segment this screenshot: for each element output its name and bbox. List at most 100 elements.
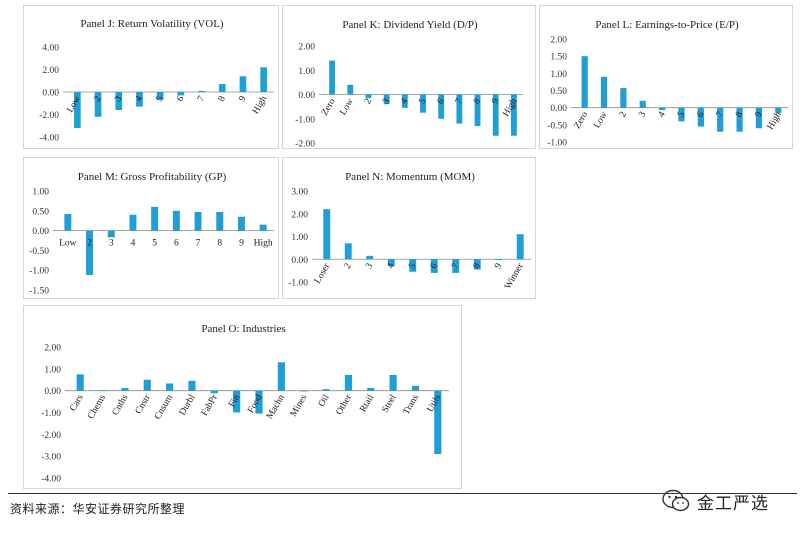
panel-o-bar (166, 383, 174, 391)
panel-k-bar (347, 84, 354, 95)
panel-n-title: Panel N: Momentum (MOM) (345, 171, 475, 183)
panel-l-category-label: 9 (754, 110, 765, 119)
panel-m-bar (129, 214, 137, 231)
chart-panel-n: Panel N: Momentum (MOM) 3.00 2.00 1.00 0.00 -… (288, 171, 531, 291)
panel-m-category-label: 2 (87, 239, 92, 249)
panel-o-bar (434, 390, 442, 454)
panel-o-category-label: Other (335, 392, 355, 416)
panel-o-category-label: Steel (381, 393, 399, 415)
panel-n-bar (366, 255, 374, 260)
panel-o-bar (344, 374, 352, 391)
panel-o-category-label: Chems (86, 393, 108, 421)
panel-k-bar (438, 94, 445, 119)
panel-o-category-label: Mines (289, 393, 310, 419)
panel-m-bar (107, 230, 115, 238)
panel-n-category-label: Loser (313, 261, 333, 285)
panel-m-ytick: 1.00 (32, 188, 49, 198)
panel-n-category-label: Winner (503, 261, 526, 291)
panel-n-bar (409, 259, 417, 272)
panel-o-category-label: Cnsum (153, 393, 175, 422)
panel-o-title: Panel O: Industries (201, 323, 285, 335)
panel-j-category-label: High (251, 94, 269, 116)
panel-k-category-label: Low (338, 97, 355, 117)
panel-o-ytick: 1.00 (44, 365, 61, 375)
panel-j-bar (177, 92, 185, 96)
panel-m-category-label: Low (59, 239, 77, 249)
panel-n-ytick: 2.00 (291, 210, 308, 220)
panel-o-bar (255, 390, 263, 414)
wechat-icon (662, 489, 690, 512)
panel-j-ytick: 2.00 (42, 66, 59, 76)
panel-j-category-label: 9 (238, 94, 249, 103)
panel-m-ytick: 0.50 (32, 207, 49, 217)
panel-m-category-label: 8 (217, 239, 222, 249)
panel-n-bar (495, 259, 503, 261)
panel-l: Panel L: Earnings-to-Price (E/P) 2.00 1.50… (539, 5, 793, 149)
panel-o-category-label: Cnstr (134, 392, 153, 416)
panel-l-bar (639, 100, 646, 108)
panel-m-ytick: -0.50 (29, 247, 49, 257)
panel-k-category-label: 9 (490, 97, 501, 106)
panel-k-category-label: 3 (381, 97, 392, 106)
panel-k: Panel K: Dividend Yield (D/P) 2.00 1.00 0.0… (282, 5, 536, 150)
panel-m-category-label: 9 (239, 239, 244, 249)
panel-k-bar (492, 94, 499, 136)
panel-j-category-label: 7 (196, 94, 207, 103)
panel-o-category-label: Cnths (111, 393, 131, 417)
panel-l-category-label: 3 (637, 110, 648, 119)
panel-o-ytick: -3.00 (41, 453, 61, 463)
panel-l-category-label: 4 (657, 110, 668, 119)
panel-o-ytick: 2.00 (44, 344, 61, 354)
panel-j-ytick: -2.00 (39, 111, 59, 121)
panel-j-bar (74, 92, 81, 128)
panel-n-ytick: -1.00 (288, 279, 308, 289)
panel-n-category-label: 5 (407, 262, 418, 271)
panel-k-category-label: High (501, 97, 519, 119)
panel-j-title: Panel J: Return Volatility (VOL) (80, 18, 224, 30)
panel-o-category-label: Trans (402, 393, 421, 417)
panel-l-category-label: 2 (618, 110, 629, 119)
panel-n-ytick: 1.00 (291, 233, 308, 243)
panel-j-ytick: 0.00 (42, 89, 59, 99)
panel-l-ytick: 0.50 (550, 87, 567, 97)
panel-o-bar (210, 390, 218, 394)
panel-o-bar (389, 374, 397, 391)
panel-j-category-label: 5 (155, 94, 166, 103)
panel-j-category-label: 4 (134, 94, 145, 103)
panel-k-title: Panel K: Dividend Yield (D/P) (342, 19, 478, 31)
panel-m-category-label: 7 (196, 239, 201, 249)
panel-k-category-label: 8 (472, 97, 483, 106)
panel-m-ytick: 0.00 (32, 227, 49, 237)
panel-k-ytick: 2.00 (298, 43, 315, 53)
panel-l-ytick: -1.00 (547, 139, 567, 149)
panel-m-bar (64, 213, 72, 231)
panel-k-bar (456, 94, 463, 124)
panel-o-ytick: -2.00 (41, 431, 61, 441)
chart-panel-m: Panel M: Gross Profitability (GP) 1.00 0.5… (29, 171, 274, 297)
panel-n-category-label: 6 (429, 262, 440, 271)
panel-n-bar (387, 259, 395, 267)
panel-o: Panel O: Industries 2.00 1.00 0.00 -1.00 -2.0… (23, 305, 462, 489)
panel-l-bar (581, 56, 588, 108)
panel-o-bar (143, 379, 151, 391)
panel-o-ytick: -4.00 (41, 475, 61, 485)
panel-j-bar (136, 92, 143, 107)
panel-l-category-label: 7 (715, 110, 726, 119)
panel-n-bar (323, 209, 331, 260)
panel-l-title: Panel L: Earnings-to-Price (E/P) (595, 19, 739, 31)
panel-k-ytick: -2.00 (295, 140, 315, 150)
watermark: 金工严选 (661, 486, 769, 516)
panel-k-category-label: 7 (454, 97, 465, 106)
panel-m-bar (151, 206, 159, 231)
source-note: 资料来源：华安证券研究所整理 (10, 502, 186, 516)
panel-m-category-label: 5 (152, 239, 157, 249)
panel-n-bar (473, 259, 481, 270)
panel-n-category-label: 3 (364, 262, 375, 271)
panel-o-bar (277, 362, 285, 391)
panel-m-bar (237, 216, 245, 231)
panel-l-ytick: 0.00 (550, 104, 567, 114)
panel-m-title: Panel M: Gross Profitability (GP) (78, 171, 227, 183)
panel-k-bar (383, 94, 390, 105)
panel-m-bar (194, 211, 202, 231)
panel-o-bar (233, 390, 241, 413)
